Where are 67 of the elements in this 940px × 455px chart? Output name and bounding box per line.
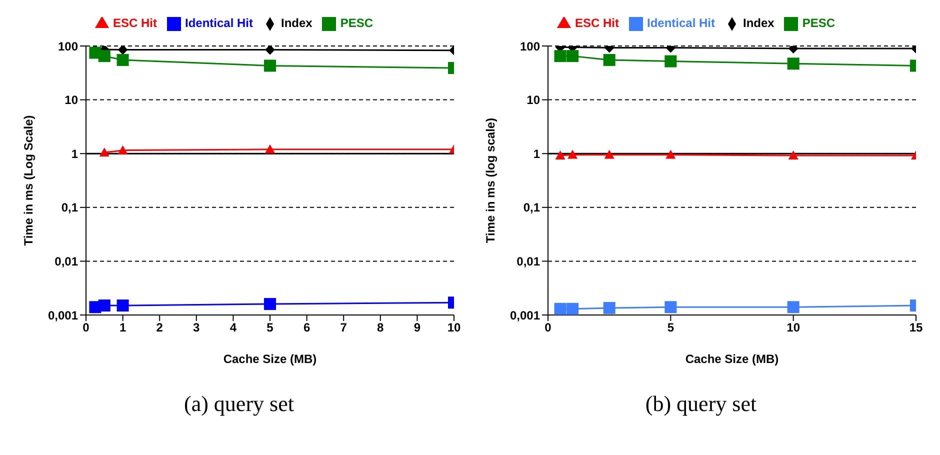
y-tick-label: 0,001 bbox=[48, 308, 78, 322]
y-axis-title: Time in ms (Log Scale) bbox=[21, 115, 36, 246]
x-tick-label: 7 bbox=[340, 320, 348, 335]
text: (a) query set bbox=[183, 391, 295, 417]
point bbox=[603, 302, 616, 314]
point bbox=[116, 300, 129, 312]
y-tick-label: 100 bbox=[520, 39, 540, 54]
point bbox=[555, 150, 566, 160]
x-tick-label: 0 bbox=[544, 320, 552, 335]
point bbox=[787, 301, 800, 314]
point bbox=[265, 46, 275, 55]
x-tick-label: 1 bbox=[119, 320, 126, 335]
x-axis-title: Cache Size (MB) bbox=[223, 352, 317, 366]
point bbox=[264, 298, 276, 310]
x-tick-label: 0 bbox=[82, 320, 90, 335]
point bbox=[666, 150, 676, 159]
legend-label: Index bbox=[281, 16, 312, 30]
x-axis-title: Cache Size (MB) bbox=[685, 352, 779, 366]
y-tick-label: 0,01 bbox=[54, 254, 78, 268]
x-tick-label: 10 bbox=[447, 320, 461, 335]
y-tick-label: 10 bbox=[526, 93, 540, 108]
point bbox=[568, 150, 578, 159]
legend-label: PESC bbox=[340, 16, 374, 30]
y-tick-label: 0,1 bbox=[523, 200, 540, 215]
legend-label: PESC bbox=[802, 16, 836, 30]
point bbox=[787, 58, 800, 70]
point bbox=[99, 147, 110, 156]
point bbox=[664, 55, 677, 68]
x-tick-label: 9 bbox=[414, 320, 421, 335]
point bbox=[118, 46, 128, 55]
x-tick-label: 4 bbox=[230, 320, 237, 335]
x-tick-label: 8 bbox=[377, 320, 384, 335]
legend-label: Identical Hit bbox=[184, 16, 253, 30]
x-tick-label: 10 bbox=[786, 320, 800, 335]
y-tick-label: 0,1 bbox=[61, 200, 78, 215]
x-tick-label: 15 bbox=[909, 320, 923, 335]
point bbox=[604, 150, 614, 159]
point bbox=[788, 150, 798, 160]
legend-label: Identical Hit bbox=[646, 16, 715, 30]
point bbox=[98, 50, 110, 62]
y-tick-label: 1 bbox=[71, 146, 78, 161]
legend-label: ESC Hit bbox=[574, 16, 619, 30]
point bbox=[264, 60, 276, 72]
y-tick-label: 0,01 bbox=[516, 254, 540, 268]
x-tick-label: 5 bbox=[667, 320, 674, 335]
point bbox=[98, 300, 110, 312]
x-tick-label: 3 bbox=[193, 320, 200, 335]
y-axis-title: Time in ms (log scale) bbox=[483, 118, 498, 244]
y-tick-label: 1 bbox=[533, 146, 540, 161]
point bbox=[554, 302, 566, 315]
x-tick-label: 2 bbox=[156, 320, 164, 335]
y-tick-label: 10 bbox=[64, 93, 78, 108]
point bbox=[265, 144, 275, 154]
x-tick-label: 5 bbox=[266, 320, 274, 335]
y-tick-label: 100 bbox=[58, 39, 78, 54]
y-tick-label: 0,001 bbox=[510, 308, 540, 322]
text: (b) query set bbox=[644, 391, 758, 417]
x-tick-label: 6 bbox=[303, 320, 310, 335]
point bbox=[118, 145, 128, 154]
point bbox=[566, 302, 579, 315]
legend-label: ESC Hit bbox=[112, 16, 157, 30]
point bbox=[554, 50, 566, 62]
point bbox=[603, 54, 616, 66]
legend-label: Index bbox=[743, 16, 774, 30]
point bbox=[664, 301, 677, 314]
point bbox=[566, 50, 579, 62]
point bbox=[116, 54, 129, 66]
